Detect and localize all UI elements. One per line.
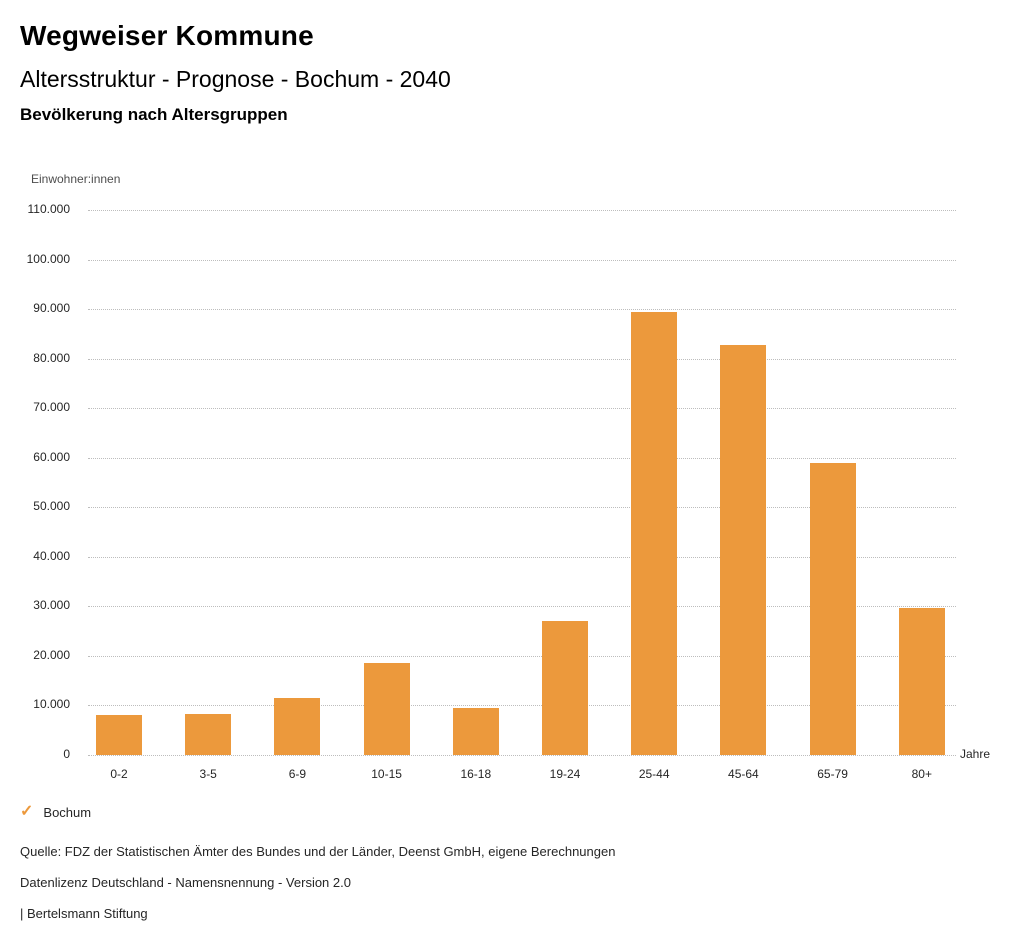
x-axis-tick-label: 10-15 bbox=[371, 767, 402, 781]
y-axis-label: Einwohner:innen bbox=[31, 172, 121, 186]
gridline bbox=[88, 606, 956, 608]
page-title: Wegweiser Kommune bbox=[20, 20, 314, 51]
gridline bbox=[88, 655, 956, 657]
license-line: Datenlizenz Deutschland - Namensnennung … bbox=[20, 875, 351, 890]
bar-16-18[interactable] bbox=[452, 708, 499, 755]
legend-label: Bochum bbox=[43, 804, 92, 820]
gridline bbox=[88, 705, 956, 707]
x-axis-tick-label: 65-79 bbox=[817, 767, 848, 781]
y-axis-tick-label: 30.000 bbox=[33, 598, 70, 613]
bar-0-2[interactable] bbox=[96, 714, 142, 755]
y-axis-tick-label: 70.000 bbox=[33, 400, 70, 415]
gridline bbox=[88, 210, 956, 211]
gridline bbox=[88, 556, 956, 558]
x-axis-tick-label: 45-64 bbox=[728, 767, 759, 781]
gridline bbox=[88, 755, 956, 756]
x-axis-tick-label: 80+ bbox=[911, 767, 932, 781]
gridline bbox=[88, 259, 956, 261]
checkmark-icon: ✓ bbox=[20, 803, 34, 820]
y-axis-tick-label: 20.000 bbox=[33, 647, 70, 662]
source-line: Quelle: FDZ der Statistischen Ämter des … bbox=[20, 844, 616, 859]
x-axis-tick-label: 0-2 bbox=[110, 767, 128, 781]
chart-heading: Bevölkerung nach Altersgruppen bbox=[20, 105, 288, 124]
y-axis-tick-label: 50.000 bbox=[33, 499, 70, 514]
bar-6-9[interactable] bbox=[274, 698, 321, 755]
x-axis-tick-label: 25-44 bbox=[638, 767, 670, 781]
plot-area bbox=[88, 210, 956, 756]
y-axis-tick-label: 100.000 bbox=[26, 251, 70, 266]
x-axis-tick-label: 3-5 bbox=[199, 767, 217, 781]
x-axis-tick-label: 6-9 bbox=[288, 767, 307, 781]
y-axis-tick-label: 60.000 bbox=[33, 449, 70, 464]
y-axis-tick-label: 10.000 bbox=[33, 697, 70, 712]
gridline bbox=[88, 408, 956, 410]
bar-19-24[interactable] bbox=[542, 620, 588, 755]
gridline bbox=[88, 507, 956, 509]
bar-65-79[interactable] bbox=[809, 462, 856, 755]
gridline bbox=[88, 457, 956, 459]
y-axis-tick-label: 90.000 bbox=[33, 301, 70, 316]
chart-subtitle: Altersstruktur - Prognose - Bochum - 204… bbox=[20, 66, 451, 92]
bar-3-5[interactable] bbox=[185, 714, 232, 755]
bar-10-15[interactable] bbox=[363, 663, 410, 755]
y-axis-tick-label: 40.000 bbox=[33, 548, 70, 563]
bar-80+[interactable] bbox=[898, 608, 945, 755]
y-axis-tick-label: 110.000 bbox=[27, 202, 71, 216]
bar-25-44[interactable] bbox=[631, 311, 678, 755]
x-axis-tick-label: 19-24 bbox=[549, 767, 581, 781]
y-axis-tick-label: 80.000 bbox=[33, 350, 70, 365]
gridline bbox=[88, 309, 956, 311]
y-axis-tick-label: 0 bbox=[63, 747, 70, 761]
attribution-line: | Bertelsmann Stiftung bbox=[20, 906, 148, 921]
x-axis-label: Jahre bbox=[960, 747, 991, 761]
gridline bbox=[88, 358, 956, 360]
legend-item-bochum[interactable]: ✓ Bochum bbox=[20, 804, 91, 820]
bar-45-64[interactable] bbox=[720, 344, 767, 755]
x-axis-tick-label: 16-18 bbox=[460, 767, 492, 781]
